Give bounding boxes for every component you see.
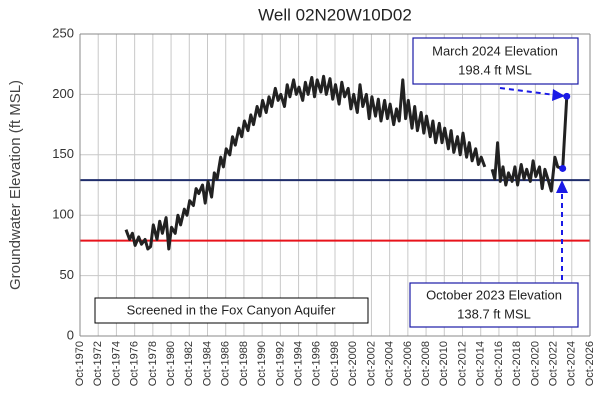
series-line (124, 74, 569, 251)
y-tick-label: 100 (52, 207, 74, 222)
y-tick-label: 150 (52, 146, 74, 161)
note-box (94, 297, 369, 324)
arrow (499, 87, 556, 96)
x-tick-label: Oct-2010 (438, 341, 450, 386)
highlight-point (563, 92, 571, 100)
x-tick-label: Oct-1970 (74, 341, 86, 386)
x-tick-label: Oct-2018 (511, 341, 523, 386)
x-tick-label: Oct-1974 (110, 341, 122, 386)
y-tick-label: 50 (60, 267, 74, 282)
x-tick-label: Oct-2026 (584, 341, 596, 386)
x-tick-label: Oct-1972 (92, 341, 104, 386)
note: Screened in the Fox Canyon Aquifer (127, 302, 337, 317)
x-tick-label: Oct-1998 (329, 341, 341, 386)
arrowhead (552, 89, 565, 101)
x-tick-label: Oct-2016 (493, 341, 505, 386)
x-tick-label: Oct-1982 (183, 341, 195, 386)
x-tick-label: Oct-2000 (347, 341, 359, 386)
chart-title: Well 02N20W10D02 (258, 5, 412, 24)
y-tick-label: 0 (67, 327, 74, 342)
x-tick-label: Oct-2022 (547, 341, 559, 386)
annotation-box (412, 37, 579, 85)
x-tick-label: Oct-1984 (201, 341, 213, 386)
x-tick-label: Oct-2006 (402, 341, 414, 386)
x-tick-label: Oct-1980 (165, 341, 177, 386)
highlight-point (559, 164, 567, 172)
annotation-label: March 2024 Elevation (432, 43, 558, 58)
annotation-value: 138.7 ft MSL (457, 306, 531, 321)
x-tick-label: Oct-1986 (220, 341, 232, 386)
x-tick-label: Oct-2008 (420, 341, 432, 386)
x-tick-label: Oct-1978 (147, 341, 159, 386)
x-tick-label: Oct-2012 (456, 341, 468, 386)
x-tick-label: Oct-1990 (256, 341, 268, 386)
x-tick-label: Oct-2002 (365, 341, 377, 386)
annotation-value: 198.4 ft MSL (458, 62, 532, 77)
x-tick-label: Oct-1988 (238, 341, 250, 386)
x-tick-label: Oct-2024 (566, 341, 578, 386)
x-tick-label: Oct-2004 (384, 341, 396, 386)
annotation-label: October 2023 Elevation (426, 287, 562, 302)
x-tick-label: Oct-2014 (475, 341, 487, 386)
x-tick-label: Oct-1994 (292, 341, 304, 386)
annotation-box (409, 282, 579, 328)
y-tick-label: 200 (52, 86, 74, 101)
y-axis-label: Groundwater Elevation (ft MSL) (7, 80, 24, 290)
x-tick-label: Oct-1976 (129, 341, 141, 386)
x-tick-label: Oct-2020 (529, 341, 541, 386)
arrowhead (556, 180, 568, 193)
x-tick-label: Oct-1992 (274, 341, 286, 386)
x-tick-label: Oct-1996 (311, 341, 323, 386)
y-tick-label: 250 (52, 25, 74, 40)
